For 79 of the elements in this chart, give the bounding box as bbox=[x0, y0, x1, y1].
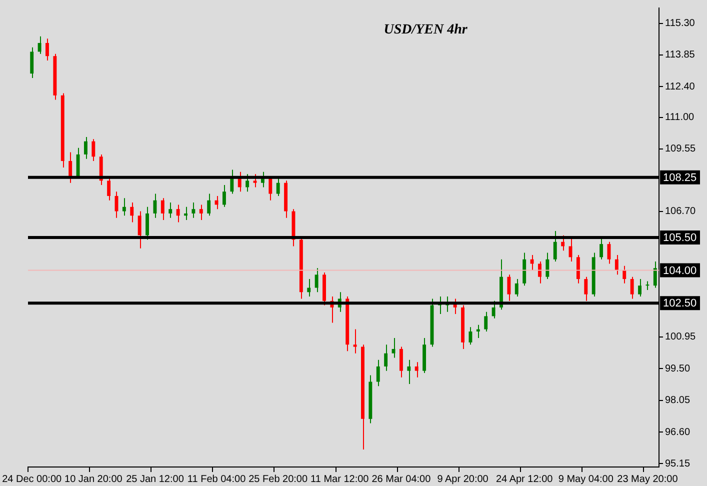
candlestick bbox=[130, 202, 134, 223]
candlestick bbox=[46, 38, 49, 61]
candlestick bbox=[638, 278, 642, 298]
candlestick bbox=[584, 276, 588, 302]
y-tick-label: 109.55 bbox=[665, 144, 696, 155]
x-tick-label: 26 Mar 04:00 bbox=[372, 474, 432, 485]
candlestick bbox=[484, 311, 488, 332]
candlestick bbox=[653, 261, 657, 288]
candlestick bbox=[353, 328, 357, 354]
candlestick bbox=[260, 171, 264, 188]
y-tick-label: 95.15 bbox=[665, 458, 690, 470]
candlestick bbox=[553, 230, 557, 262]
candlestick bbox=[184, 206, 188, 221]
candlestick bbox=[546, 252, 550, 280]
candlestick bbox=[146, 206, 150, 240]
ref-line-label: 102.50 bbox=[663, 298, 697, 310]
x-tick-label: 9 May 04:00 bbox=[558, 474, 614, 485]
candlestick bbox=[622, 265, 626, 284]
x-tick-label: 25 Feb 20:00 bbox=[248, 474, 308, 485]
candlestick bbox=[514, 278, 518, 298]
x-tick-label: 10 Jan 20:00 bbox=[64, 474, 123, 485]
candlestick bbox=[492, 300, 496, 319]
candlestick bbox=[160, 198, 164, 221]
candlestick bbox=[314, 268, 318, 293]
y-tick-label: 111.00 bbox=[665, 112, 695, 124]
candlestick bbox=[192, 202, 196, 218]
candlestick bbox=[468, 326, 472, 346]
x-tick-label: 11 Mar 12:00 bbox=[310, 474, 370, 485]
candlestick bbox=[476, 324, 480, 339]
x-tick-label: 25 Jan 12:00 bbox=[126, 474, 184, 485]
candlestick bbox=[68, 152, 72, 184]
candlestick bbox=[153, 193, 157, 218]
x-tick-label: 9 Apr 20:00 bbox=[437, 474, 489, 485]
x-tick-label: 24 Dec 00:00 bbox=[2, 474, 62, 485]
x-tick-label: 23 May 20:00 bbox=[617, 474, 678, 485]
candlestick bbox=[576, 254, 580, 284]
y-tick-label: 99.50 bbox=[665, 363, 690, 374]
candlestick bbox=[630, 276, 634, 300]
ref-line-label: 104.00 bbox=[663, 264, 697, 277]
candlestick bbox=[407, 359, 411, 384]
candlestick bbox=[246, 174, 250, 192]
y-tick-label: 106.70 bbox=[665, 206, 696, 218]
candlestick bbox=[438, 296, 442, 314]
candlestick bbox=[561, 234, 565, 252]
candlestick bbox=[222, 184, 226, 208]
candlestick bbox=[376, 359, 380, 387]
candlestick bbox=[207, 193, 211, 216]
candlestick bbox=[199, 204, 203, 221]
candlestick bbox=[530, 254, 534, 271]
y-tick-label: 113.85 bbox=[665, 50, 696, 61]
ref-line-label: 108.25 bbox=[663, 172, 697, 184]
y-tick-label: 96.60 bbox=[665, 426, 690, 438]
candlestick bbox=[138, 210, 142, 249]
candlestick bbox=[507, 274, 511, 302]
candlestick bbox=[600, 237, 604, 260]
x-tick-label: 24 Apr 12:00 bbox=[496, 474, 554, 485]
candlestick bbox=[122, 198, 126, 216]
candlestick bbox=[214, 195, 218, 210]
candlestick bbox=[384, 344, 388, 372]
candlestick bbox=[92, 138, 96, 162]
ref-line-label: 105.50 bbox=[663, 232, 697, 244]
candlestick bbox=[38, 36, 42, 54]
candlestick bbox=[253, 174, 257, 188]
text: USD/YEN 4hr bbox=[384, 22, 468, 38]
candlestick bbox=[176, 204, 180, 223]
candlestick bbox=[84, 136, 88, 160]
candlestick bbox=[30, 46, 34, 78]
candlestick bbox=[614, 254, 618, 276]
candlestick bbox=[307, 278, 311, 298]
x-tick-label: 11 Feb 04:00 bbox=[187, 474, 246, 485]
y-tick-label: 100.95 bbox=[665, 332, 696, 343]
candlestick bbox=[399, 346, 403, 378]
y-tick-label: 98.05 bbox=[665, 395, 690, 406]
candlestick bbox=[646, 280, 650, 290]
y-tick-label: 115.30 bbox=[665, 18, 696, 30]
candlestick bbox=[414, 362, 418, 378]
candlestick bbox=[168, 202, 172, 218]
candlestick bbox=[538, 261, 542, 284]
y-tick-label: 112.40 bbox=[665, 81, 696, 92]
